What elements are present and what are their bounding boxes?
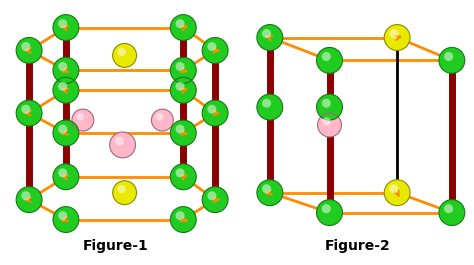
Circle shape [444, 52, 453, 61]
Circle shape [175, 82, 184, 91]
Circle shape [118, 48, 126, 56]
Circle shape [72, 109, 94, 131]
Circle shape [322, 99, 331, 108]
Circle shape [202, 100, 228, 126]
Circle shape [156, 113, 164, 121]
Circle shape [53, 77, 79, 103]
Circle shape [118, 185, 126, 193]
Circle shape [170, 120, 196, 146]
Circle shape [21, 191, 30, 200]
Text: Figure-1: Figure-1 [83, 239, 148, 253]
Circle shape [439, 200, 465, 226]
Circle shape [16, 38, 42, 63]
Circle shape [170, 15, 196, 41]
Circle shape [175, 62, 184, 71]
Circle shape [53, 120, 79, 146]
Circle shape [317, 200, 342, 226]
Circle shape [58, 125, 67, 134]
Circle shape [262, 184, 271, 193]
Circle shape [113, 43, 137, 67]
Circle shape [384, 25, 410, 50]
Circle shape [175, 125, 184, 134]
Circle shape [262, 29, 271, 38]
Circle shape [170, 207, 196, 232]
Circle shape [58, 168, 67, 177]
Circle shape [257, 180, 283, 206]
Circle shape [202, 187, 228, 213]
Circle shape [170, 164, 196, 190]
Circle shape [53, 164, 79, 190]
Circle shape [390, 29, 399, 38]
Circle shape [202, 38, 228, 63]
Circle shape [113, 181, 137, 205]
Circle shape [58, 19, 67, 28]
Circle shape [317, 94, 342, 120]
Circle shape [58, 211, 67, 220]
Circle shape [58, 82, 67, 91]
Circle shape [390, 184, 399, 193]
Circle shape [207, 105, 217, 114]
Circle shape [322, 204, 331, 213]
Circle shape [53, 58, 79, 83]
Circle shape [53, 207, 79, 232]
Circle shape [170, 58, 196, 83]
Circle shape [175, 168, 184, 177]
Circle shape [439, 47, 465, 73]
Circle shape [317, 47, 342, 73]
Circle shape [384, 180, 410, 206]
Circle shape [262, 99, 271, 108]
Circle shape [58, 62, 67, 71]
Circle shape [175, 211, 184, 220]
Circle shape [21, 105, 30, 114]
Circle shape [109, 132, 136, 158]
Circle shape [115, 136, 124, 145]
Circle shape [53, 15, 79, 41]
Text: Figure-2: Figure-2 [325, 239, 390, 253]
Circle shape [21, 42, 30, 51]
Circle shape [257, 25, 283, 50]
Circle shape [207, 42, 217, 51]
Circle shape [257, 94, 283, 120]
Circle shape [322, 52, 331, 61]
Circle shape [175, 19, 184, 28]
Circle shape [76, 113, 84, 121]
Circle shape [322, 117, 331, 126]
Circle shape [16, 187, 42, 213]
Circle shape [152, 109, 173, 131]
Circle shape [16, 100, 42, 126]
Circle shape [318, 113, 341, 137]
Circle shape [444, 204, 453, 213]
Circle shape [170, 77, 196, 103]
Circle shape [207, 191, 217, 200]
